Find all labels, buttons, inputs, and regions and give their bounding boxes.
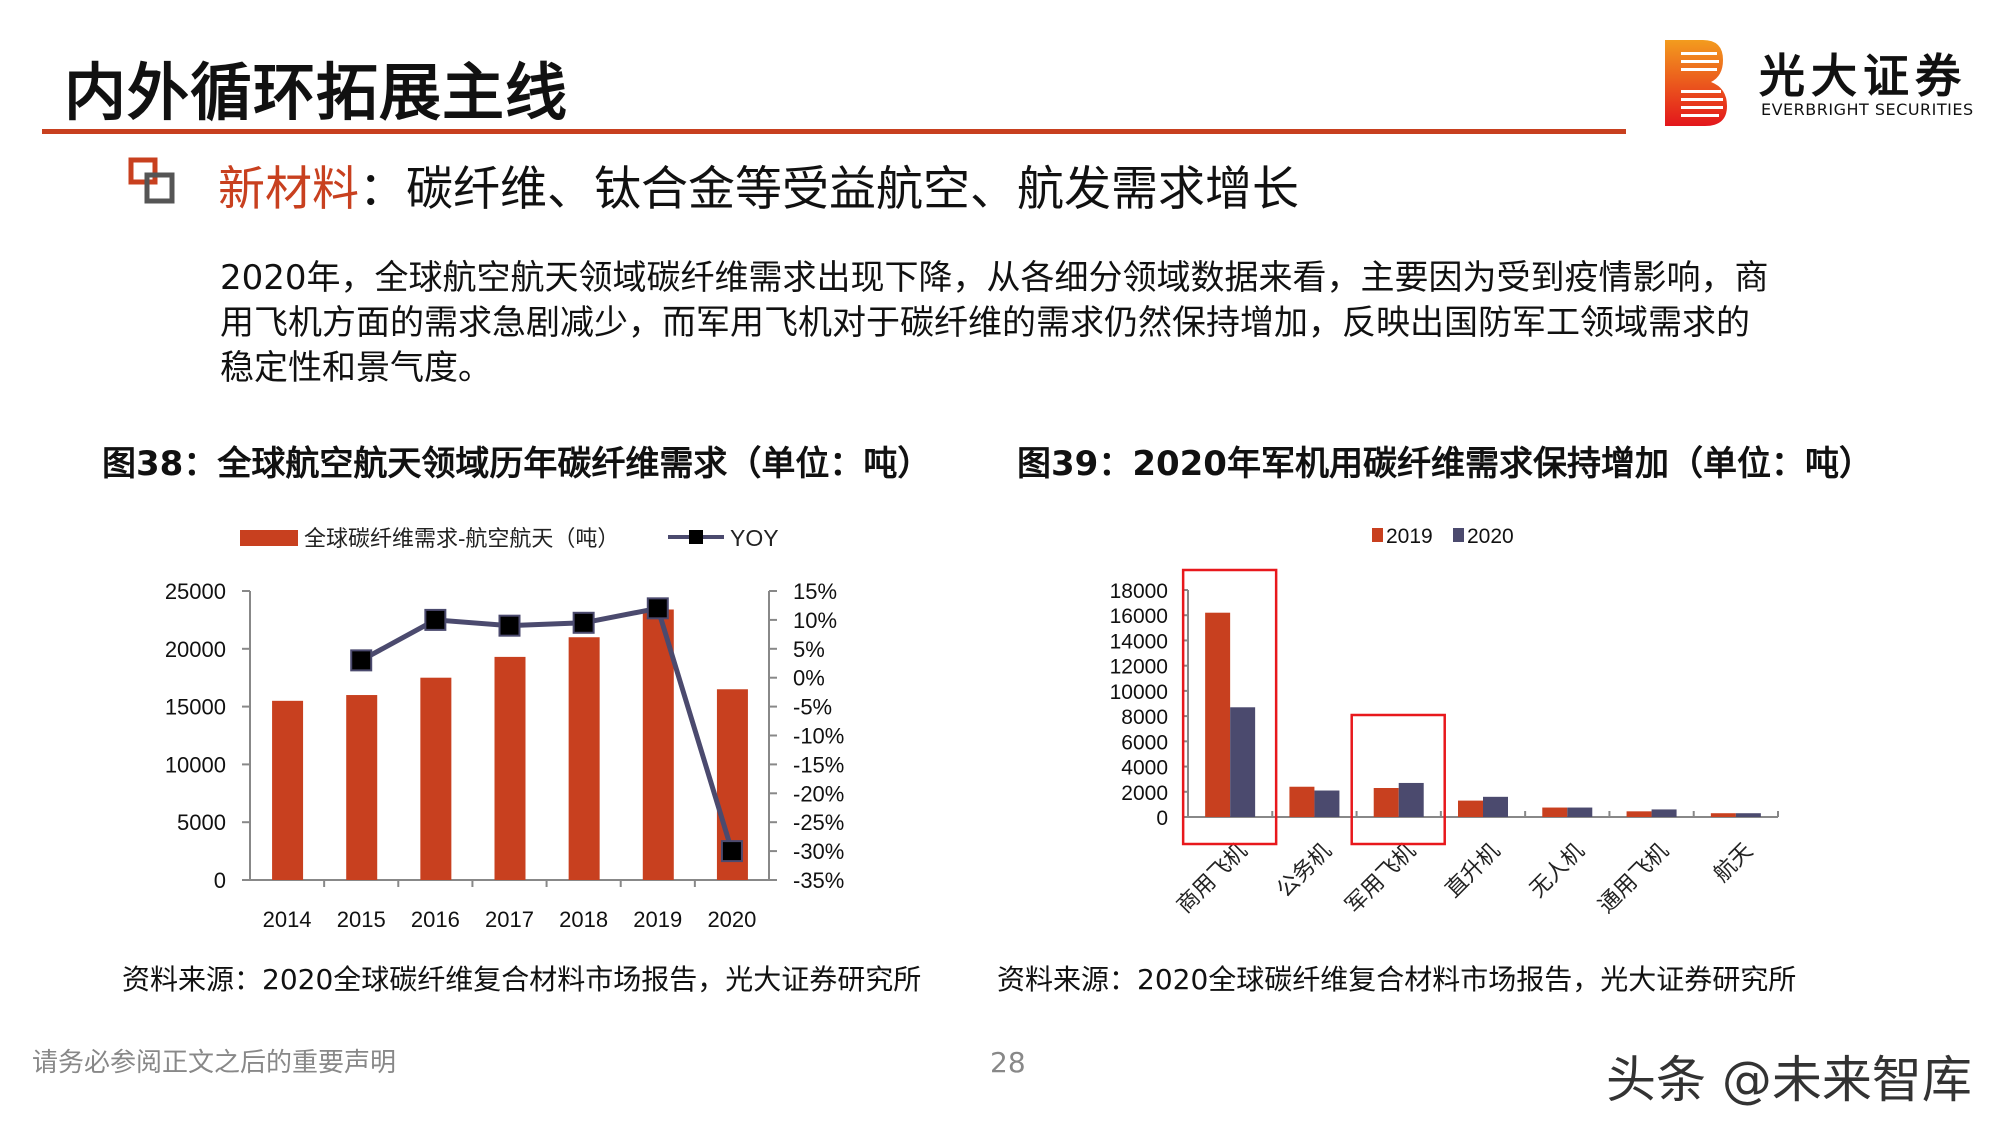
x-tick-label: 通用飞机 <box>1594 839 1674 919</box>
y-tick-label: 2000 <box>1121 782 1168 805</box>
everbright-logo: 光大证券 EVERBRIGHT SECURITIES <box>1663 38 1993 128</box>
right-tick-label: -15% <box>793 752 844 777</box>
right-tick-label: 15% <box>793 579 837 604</box>
y-tick-label: 18000 <box>1110 580 1168 603</box>
yoy-line <box>360 605 735 852</box>
page-title: 内外循环拓展主线 <box>64 56 569 129</box>
disclaimer: 请务必参阅正文之后的重要声明 <box>32 1048 397 1078</box>
section-subtitle: 新材料：碳纤维、钛合金等受益航空、航发需求增长 <box>218 150 1299 219</box>
legend-swatch-2020 <box>1453 528 1464 542</box>
yoy-marker <box>350 649 373 672</box>
figure-38-source: 资料来源：2020全球碳纤维复合材料市场报告，光大证券研究所 <box>122 963 922 996</box>
figure-38-caption: 图38：全球航空航天领域历年碳纤维需求（单位：吨） <box>102 444 932 484</box>
bar-2020-无人机 <box>1567 807 1593 817</box>
right-tick-label: -5% <box>793 695 832 720</box>
left-tick-label: 20000 <box>165 637 226 662</box>
left-tick-label: 0 <box>214 868 226 893</box>
bar-2019-通用飞机 <box>1626 811 1652 817</box>
bar-2020-商用飞机 <box>1230 707 1256 817</box>
x-tick-label: 商用飞机 <box>1172 839 1252 919</box>
x-tick-label: 军用飞机 <box>1341 839 1421 919</box>
bar-2019 <box>642 609 674 880</box>
subtitle-highlight: 新材料 <box>218 162 359 217</box>
legend-swatch-2019 <box>1372 528 1383 542</box>
yoy-marker <box>424 608 447 631</box>
right-tick-label: -25% <box>793 810 844 835</box>
legend-line-label: YOY <box>730 525 779 551</box>
x-tick-label: 2014 <box>263 907 312 932</box>
left-tick-label: 5000 <box>177 810 226 835</box>
legend-line-marker <box>689 530 703 544</box>
bar-2017 <box>494 656 526 880</box>
x-tick-label: 2018 <box>559 907 608 932</box>
x-tick-label: 无人机 <box>1525 839 1589 903</box>
y-tick-label: 6000 <box>1121 731 1168 754</box>
y-tick-label: 16000 <box>1110 605 1168 628</box>
subtitle-text: ：碳纤维、钛合金等受益航空、航发需求增长 <box>359 162 1299 217</box>
legend-bar-label: 全球碳纤维需求-航空航天（吨） <box>304 527 619 552</box>
y-tick-label: 8000 <box>1121 706 1168 729</box>
bar-2019-商用飞机 <box>1205 612 1231 817</box>
bar-2019-无人机 <box>1542 807 1568 817</box>
yoy-marker <box>646 597 669 620</box>
left-tick-label: 10000 <box>165 752 226 777</box>
x-tick-label: 公务机 <box>1272 839 1336 903</box>
right-tick-label: -35% <box>793 868 844 893</box>
legend-label: 2020 <box>1467 525 1514 548</box>
right-tick-label: -10% <box>793 724 844 749</box>
logo-name-en: EVERBRIGHT SECURITIES <box>1761 100 1974 119</box>
legend-bar-swatch <box>240 530 298 546</box>
highlight-box-商用飞机 <box>1181 568 1278 846</box>
bar-2019-直升机 <box>1458 800 1483 817</box>
y-tick-label: 12000 <box>1110 656 1168 679</box>
highlight-box-军用飞机 <box>1350 713 1446 846</box>
left-tick-label: 25000 <box>165 579 226 604</box>
body-paragraph: 2020年，全球航空航天领域碳纤维需求出现下降，从各细分领域数据来看，主要因为受… <box>220 258 1769 388</box>
y-tick-label: 0 <box>1156 807 1168 830</box>
left-tick-label: 15000 <box>165 695 226 720</box>
right-tick-label: -30% <box>793 839 844 864</box>
figure-39-source: 资料来源：2020全球碳纤维复合材料市场报告，光大证券研究所 <box>997 963 1797 996</box>
bar-2019-军用飞机 <box>1373 787 1399 817</box>
bar-2020-军用飞机 <box>1398 782 1424 817</box>
yoy-marker <box>498 614 521 637</box>
x-tick-label: 航天 <box>1709 839 1758 888</box>
legend-label: 2019 <box>1386 525 1433 548</box>
x-tick-label: 2017 <box>485 907 534 932</box>
logo-name-cn: 光大证券 <box>1759 49 1967 103</box>
right-tick-label: -20% <box>793 781 844 806</box>
page-number: 28 <box>990 1046 1026 1079</box>
title-divider <box>42 129 1626 134</box>
yoy-marker <box>572 611 595 634</box>
x-tick-label: 直升机 <box>1441 839 1505 903</box>
logo-mark-icon <box>1665 40 1727 126</box>
bar-2020-公务机 <box>1314 790 1340 817</box>
x-tick-label: 2020 <box>707 907 756 932</box>
watermark: 头条 @未来智库 <box>1606 1051 1972 1109</box>
bar-2020-航天 <box>1735 813 1761 817</box>
yoy-marker <box>720 840 743 863</box>
right-tick-label: 5% <box>793 637 825 662</box>
x-tick-label: 2015 <box>337 907 386 932</box>
x-tick-label: 2019 <box>633 907 682 932</box>
bar-2015 <box>346 695 378 880</box>
bar-2019-航天 <box>1710 813 1736 817</box>
bar-2019-公务机 <box>1289 786 1315 817</box>
y-tick-label: 14000 <box>1110 630 1168 653</box>
right-tick-label: 0% <box>793 666 825 691</box>
x-tick-label: 2016 <box>411 907 460 932</box>
y-tick-label: 10000 <box>1110 681 1168 704</box>
right-tick-label: 10% <box>793 608 837 633</box>
bar-2014 <box>272 700 304 880</box>
bar-2020-直升机 <box>1483 796 1508 817</box>
bullet-squares-icon <box>128 157 175 204</box>
figure-39-caption: 图39：2020年军机用碳纤维需求保持增加（单位：吨） <box>1017 444 1873 484</box>
bar-2020-通用飞机 <box>1651 809 1677 817</box>
bar-2018 <box>568 637 600 880</box>
bar-2016 <box>420 677 452 880</box>
y-tick-label: 4000 <box>1121 757 1168 780</box>
